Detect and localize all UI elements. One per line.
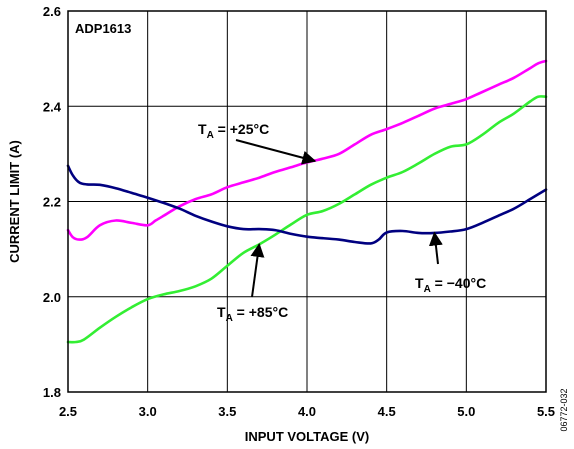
y-axis-title: CURRENT LIMIT (A) (7, 140, 22, 263)
annotation-25c-arrow (235, 139, 317, 165)
annotation-85c-label: TA = +85°C (217, 304, 288, 324)
series-line-minus40c (66, 164, 548, 245)
figure-id: 06772-032 (559, 388, 569, 431)
annotation-25c-label: TA = +25°C (198, 121, 269, 141)
x-tick-label: 3.5 (218, 404, 236, 419)
grid-lines (67, 10, 547, 393)
x-tick-label: 4.0 (298, 404, 316, 419)
x-tick-label: 5.0 (457, 404, 475, 419)
y-tick-label: 1.8 (43, 385, 61, 400)
x-tick-label: 3.0 (139, 404, 157, 419)
series-line-85c (66, 95, 548, 344)
series-lines (66, 59, 548, 344)
x-axis-title: INPUT VOLTAGE (V) (245, 429, 369, 444)
annotation-minus40c-label: TA = −40°C (415, 275, 486, 295)
y-tick-label: 2.6 (43, 4, 61, 19)
annotations: TA = +25°C TA = +85°C TA = −40°C (198, 121, 486, 324)
y-tick-label: 2.4 (43, 99, 62, 114)
chip-label: ADP1613 (75, 21, 131, 36)
x-tick-label: 5.5 (537, 404, 555, 419)
series-line-25c (66, 59, 548, 241)
x-tick-label: 4.5 (378, 404, 396, 419)
x-tick-label: 2.5 (59, 404, 77, 419)
annotation-85c-arrow (250, 242, 265, 298)
y-tick-label: 2.0 (43, 290, 61, 305)
plot-frame (67, 10, 547, 393)
tick-labels: 2.5 3.0 3.5 4.0 4.5 5.0 5.5 1.8 2.0 2.2 2.4 2.6 (43, 4, 555, 419)
y-tick-label: 2.2 (43, 195, 61, 210)
annotation-minus40c-arrow (428, 231, 443, 265)
